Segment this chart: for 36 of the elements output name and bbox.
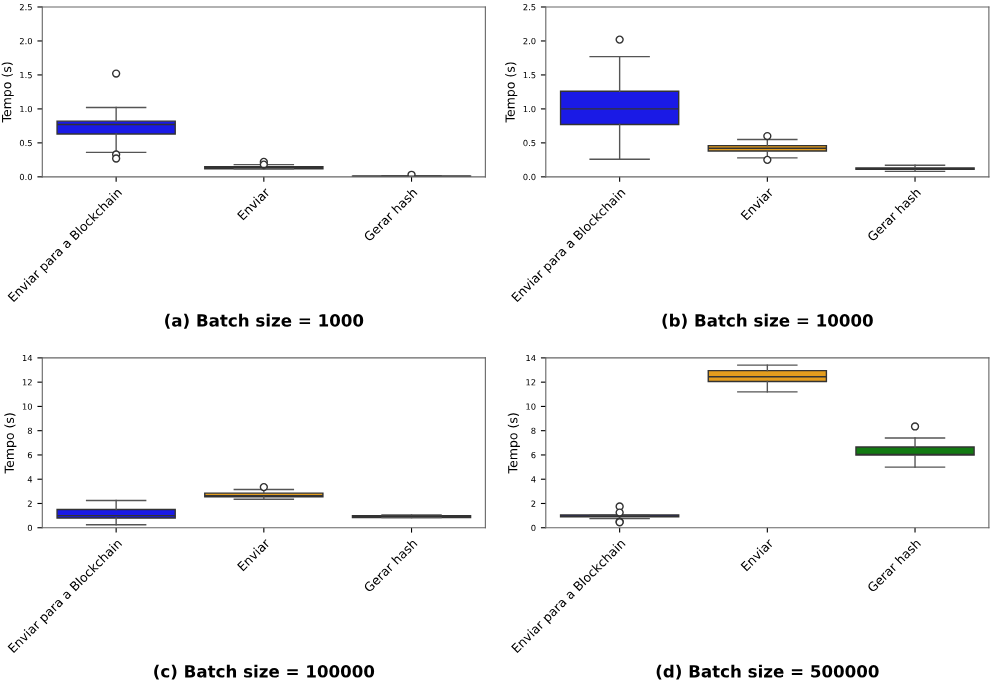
y-tick-label: 12 (526, 379, 536, 386)
text: (d) Batch size = 500000 (656, 664, 879, 680)
y-tick-label: 2 (27, 500, 32, 507)
y-tick-label: 0.0 (523, 173, 536, 181)
y-tick-label: 0 (531, 524, 536, 532)
text: (b) Batch size = 10000 (662, 313, 873, 329)
y-tick-label: 0.5 (523, 139, 536, 147)
y-axis-title: Tempo (s) (505, 62, 518, 123)
y-tick-label: 6 (27, 451, 33, 459)
y-tick-label: 8 (27, 427, 32, 434)
y-tick-label: 1.0 (20, 105, 33, 113)
y-tick-label: 2.5 (19, 3, 32, 11)
y-tick-label: 0 (27, 524, 33, 532)
y-tick-label: 10 (22, 403, 33, 410)
y-tick-label: 4 (531, 476, 536, 483)
text: (a) Batch size = 1000 (165, 313, 364, 329)
y-tick-label: 4 (27, 476, 33, 483)
y-tick-label: 2.0 (19, 37, 33, 45)
y-axis-title: Tempo (s) (507, 413, 520, 474)
y-tick-label: 12 (22, 379, 32, 386)
y-axis-title: Tempo (s) (4, 413, 17, 474)
text: (c) Batch size = 100000 (154, 664, 375, 680)
y-tick-label: 14 (22, 354, 33, 362)
y-tick-label: 6 (531, 451, 536, 459)
y-tick-label: 1.5 (523, 72, 536, 79)
y-tick-label: 8 (531, 427, 536, 434)
y-tick-label: 2.0 (523, 37, 536, 45)
y-tick-label: 0.5 (19, 139, 32, 147)
y-tick-label: 1.5 (20, 72, 32, 79)
y-tick-label: 2 (531, 500, 536, 507)
y-axis-title: Tempo (s) (1, 62, 14, 123)
y-tick-label: 2.5 (523, 3, 536, 11)
y-tick-label: 0.0 (19, 173, 33, 181)
y-tick-label: 1.0 (523, 105, 536, 113)
y-tick-label: 10 (526, 403, 536, 410)
y-tick-label: 14 (526, 354, 536, 362)
